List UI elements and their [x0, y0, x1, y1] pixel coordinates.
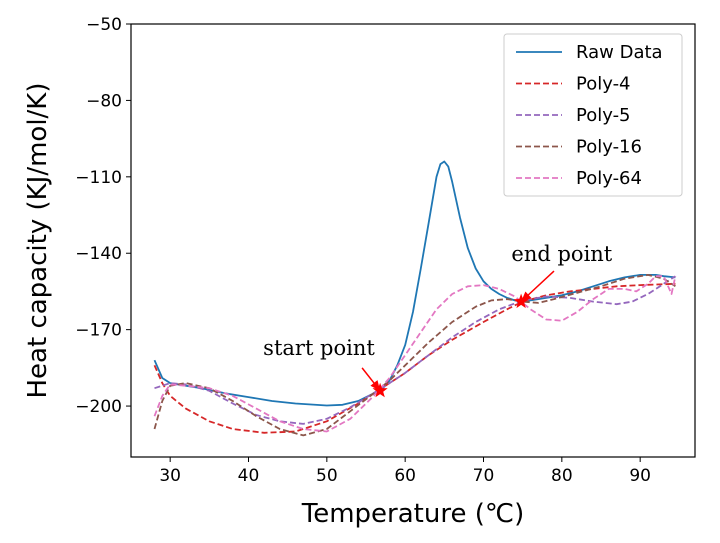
- x-tick-label: 60: [394, 466, 416, 486]
- legend-label: Poly-5: [576, 105, 631, 126]
- x-tick-label: 90: [629, 466, 651, 486]
- series-line-raw-data: [153, 160, 676, 407]
- y-tick-label: −110: [75, 168, 122, 188]
- y-tick-label: −50: [86, 15, 122, 35]
- star-marker-icon: [513, 293, 529, 309]
- star-marker-icon: [372, 382, 388, 398]
- series-line-poly-4: [153, 282, 676, 434]
- y-tick-label: −80: [86, 91, 122, 111]
- y-axis-ticks: −200 −170 −140 −110 −80 −50: [75, 15, 131, 417]
- x-tick-label: 80: [551, 466, 573, 486]
- y-tick-label: −200: [75, 397, 122, 417]
- annotation-label: start point: [263, 336, 375, 360]
- annotation-label: end point: [511, 242, 612, 266]
- legend-label: Poly-16: [576, 137, 642, 158]
- legend-label: Poly-64: [576, 168, 642, 189]
- y-tick-label: −140: [75, 244, 122, 264]
- series-line-poly-16: [153, 273, 676, 437]
- x-axis-label: Temperature (℃): [301, 499, 524, 529]
- series-layer: [153, 160, 677, 437]
- y-tick-label: −170: [75, 321, 122, 341]
- plot-frame: [130, 23, 696, 458]
- x-axis-ticks: 30 40 50 60 70 80 90: [159, 457, 651, 486]
- x-tick-label: 70: [473, 466, 495, 486]
- legend: Raw Data Poly-4 Poly-5 Poly-16 Poly-64: [503, 33, 683, 197]
- legend-label: Poly-4: [576, 74, 631, 95]
- annotation-layer: start point end point: [263, 242, 613, 398]
- legend-label: Raw Data: [576, 42, 663, 63]
- x-tick-label: 40: [238, 466, 260, 486]
- legend-box: [503, 33, 683, 197]
- y-axis-label: Heat capacity (KJ/mol/K): [23, 83, 53, 399]
- x-tick-label: 50: [316, 466, 338, 486]
- x-tick-label: 30: [159, 466, 181, 486]
- series-line-poly-64: [153, 275, 677, 433]
